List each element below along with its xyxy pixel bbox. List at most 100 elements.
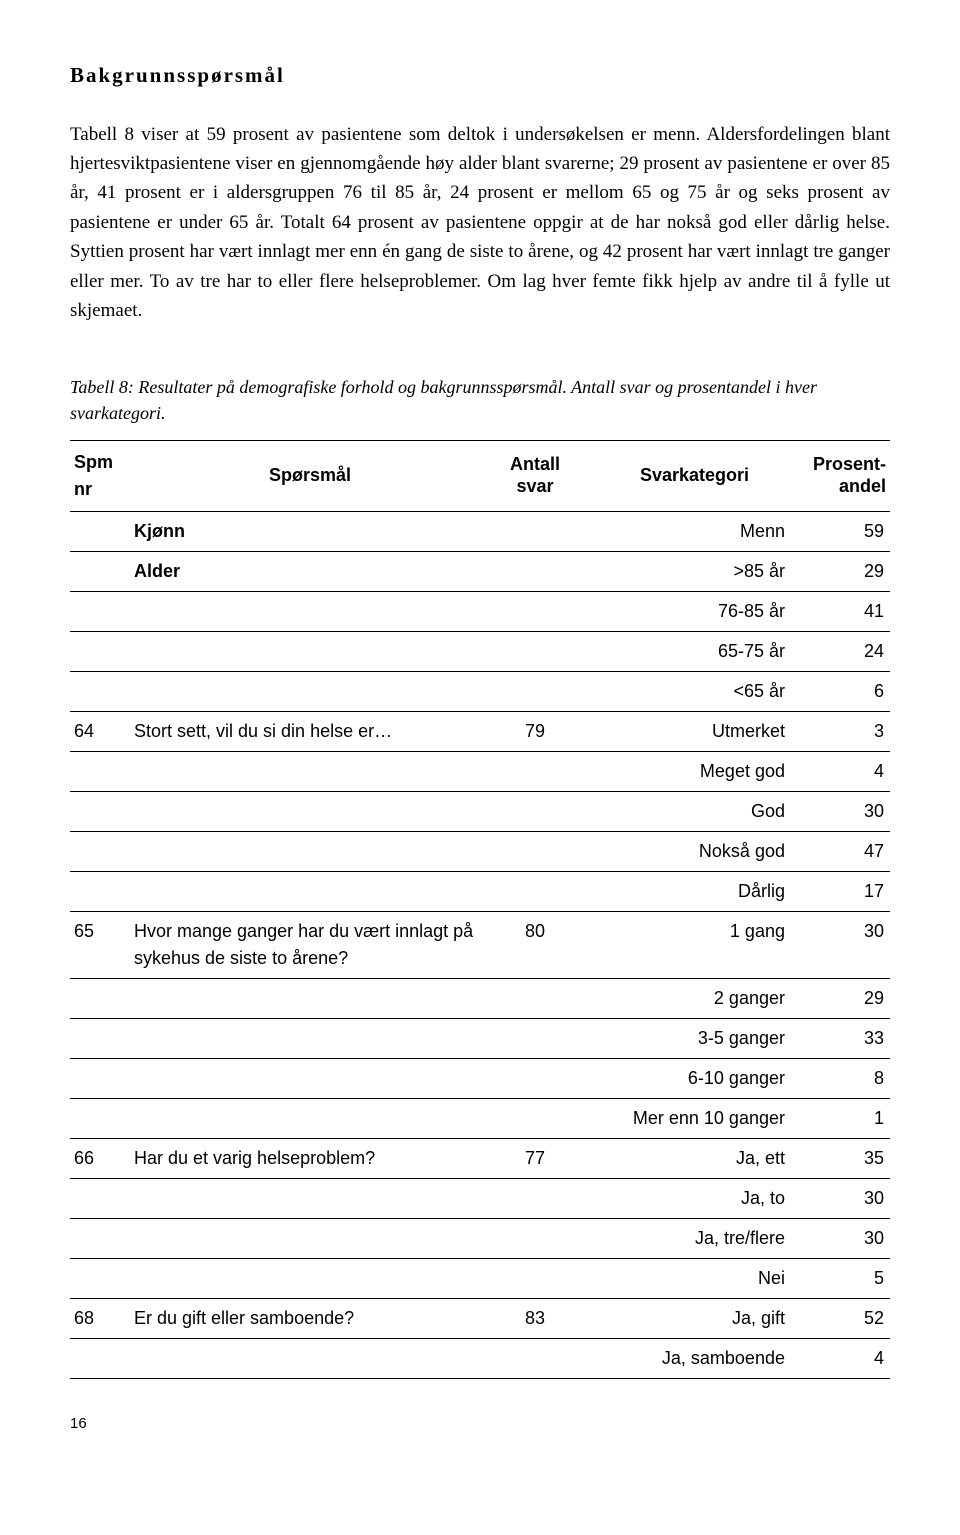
- cell-prosent: 24: [809, 631, 890, 671]
- cell-spm: [70, 831, 130, 871]
- cell-spm: [70, 631, 130, 671]
- cell-question: [130, 1218, 490, 1258]
- cell-antall: [490, 591, 580, 631]
- cell-svarkategori: >85 år: [580, 551, 809, 591]
- cell-antall: 77: [490, 1138, 580, 1178]
- header-antall: Antall svar: [490, 440, 580, 511]
- header-svarkategori: Svarkategori: [580, 440, 809, 511]
- cell-question: Har du et varig helseproblem?: [130, 1138, 490, 1178]
- table-row: Kjønn Menn59: [70, 511, 890, 551]
- cell-question: [130, 591, 490, 631]
- cell-spm: 65: [70, 911, 130, 978]
- table-row: 65Hvor mange ganger har du vært innlagt …: [70, 911, 890, 978]
- cell-svarkategori: 6-10 ganger: [580, 1058, 809, 1098]
- cell-prosent: 41: [809, 591, 890, 631]
- cell-question: [130, 1058, 490, 1098]
- cell-antall: [490, 871, 580, 911]
- cell-spm: [70, 978, 130, 1018]
- cell-svarkategori: Ja, tre/flere: [580, 1218, 809, 1258]
- cell-question: [130, 831, 490, 871]
- header-question: Spørsmål: [130, 440, 490, 511]
- cell-svarkategori: Nei: [580, 1258, 809, 1298]
- cell-svarkategori: 76-85 år: [580, 591, 809, 631]
- cell-antall: [490, 1058, 580, 1098]
- cell-svarkategori: Nokså god: [580, 831, 809, 871]
- cell-prosent: 29: [809, 978, 890, 1018]
- cell-svarkategori: Dårlig: [580, 871, 809, 911]
- table-row: Nei5: [70, 1258, 890, 1298]
- cell-prosent: 30: [809, 911, 890, 978]
- header-antall-line1: Antall: [510, 454, 560, 474]
- cell-prosent: 17: [809, 871, 890, 911]
- cell-spm: [70, 591, 130, 631]
- cell-question: [130, 1258, 490, 1298]
- cell-spm: 68: [70, 1298, 130, 1338]
- cell-spm: [70, 1218, 130, 1258]
- cell-antall: [490, 631, 580, 671]
- table-row: 65-75 år24: [70, 631, 890, 671]
- cell-question: Kjønn: [130, 511, 490, 551]
- cell-question: [130, 791, 490, 831]
- cell-svarkategori: Menn: [580, 511, 809, 551]
- cell-antall: [490, 1218, 580, 1258]
- cell-spm: [70, 551, 130, 591]
- cell-prosent: 30: [809, 791, 890, 831]
- table-caption: Tabell 8: Resultater på demografiske for…: [70, 374, 890, 426]
- cell-antall: [490, 1258, 580, 1298]
- cell-prosent: 3: [809, 711, 890, 751]
- cell-antall: [490, 1098, 580, 1138]
- cell-spm: [70, 1338, 130, 1378]
- cell-spm: [70, 871, 130, 911]
- cell-antall: 80: [490, 911, 580, 978]
- header-prosent-line1: Prosent-: [813, 454, 886, 474]
- cell-prosent: 6: [809, 671, 890, 711]
- cell-question: Er du gift eller samboende?: [130, 1298, 490, 1338]
- cell-question: [130, 671, 490, 711]
- table-row: 66Har du et varig helseproblem?77Ja, ett…: [70, 1138, 890, 1178]
- cell-question: [130, 751, 490, 791]
- cell-antall: [490, 1338, 580, 1378]
- table-row: 64Stort sett, vil du si din helse er…79U…: [70, 711, 890, 751]
- cell-antall: [490, 1178, 580, 1218]
- cell-antall: 83: [490, 1298, 580, 1338]
- cell-prosent: 52: [809, 1298, 890, 1338]
- cell-spm: [70, 791, 130, 831]
- cell-svarkategori: God: [580, 791, 809, 831]
- cell-svarkategori: 2 ganger: [580, 978, 809, 1018]
- cell-svarkategori: Ja, samboende: [580, 1338, 809, 1378]
- cell-prosent: 47: [809, 831, 890, 871]
- table-row: 3-5 ganger33: [70, 1018, 890, 1058]
- page-number: 16: [70, 1413, 890, 1436]
- cell-antall: [490, 671, 580, 711]
- table-row: Mer enn 10 ganger1: [70, 1098, 890, 1138]
- table-header-row: Spm nr Spørsmål Antall svar Svarkategori…: [70, 440, 890, 511]
- cell-svarkategori: 65-75 år: [580, 631, 809, 671]
- table-row: Ja, samboende4: [70, 1338, 890, 1378]
- cell-spm: [70, 1098, 130, 1138]
- cell-prosent: 33: [809, 1018, 890, 1058]
- table-row: 6-10 ganger8: [70, 1058, 890, 1098]
- table-row: Meget god4: [70, 751, 890, 791]
- cell-prosent: 5: [809, 1258, 890, 1298]
- cell-antall: [490, 551, 580, 591]
- cell-spm: 66: [70, 1138, 130, 1178]
- body-paragraph: Tabell 8 viser at 59 prosent av pasiente…: [70, 120, 890, 326]
- cell-prosent: 30: [809, 1218, 890, 1258]
- results-table: Spm nr Spørsmål Antall svar Svarkategori…: [70, 440, 890, 1379]
- table-row: 68Er du gift eller samboende?83Ja, gift5…: [70, 1298, 890, 1338]
- cell-question: [130, 871, 490, 911]
- cell-spm: [70, 1018, 130, 1058]
- section-heading: Bakgrunnsspørsmål: [70, 60, 890, 92]
- cell-question: [130, 978, 490, 1018]
- cell-prosent: 30: [809, 1178, 890, 1218]
- cell-antall: [490, 978, 580, 1018]
- table-row: Ja, tre/flere30: [70, 1218, 890, 1258]
- cell-antall: [490, 751, 580, 791]
- table-row: God30: [70, 791, 890, 831]
- header-spm: Spm nr: [70, 440, 130, 511]
- cell-question: [130, 631, 490, 671]
- table-row: <65 år6: [70, 671, 890, 711]
- cell-antall: [490, 831, 580, 871]
- cell-prosent: 59: [809, 511, 890, 551]
- header-prosent: Prosent- andel: [809, 440, 890, 511]
